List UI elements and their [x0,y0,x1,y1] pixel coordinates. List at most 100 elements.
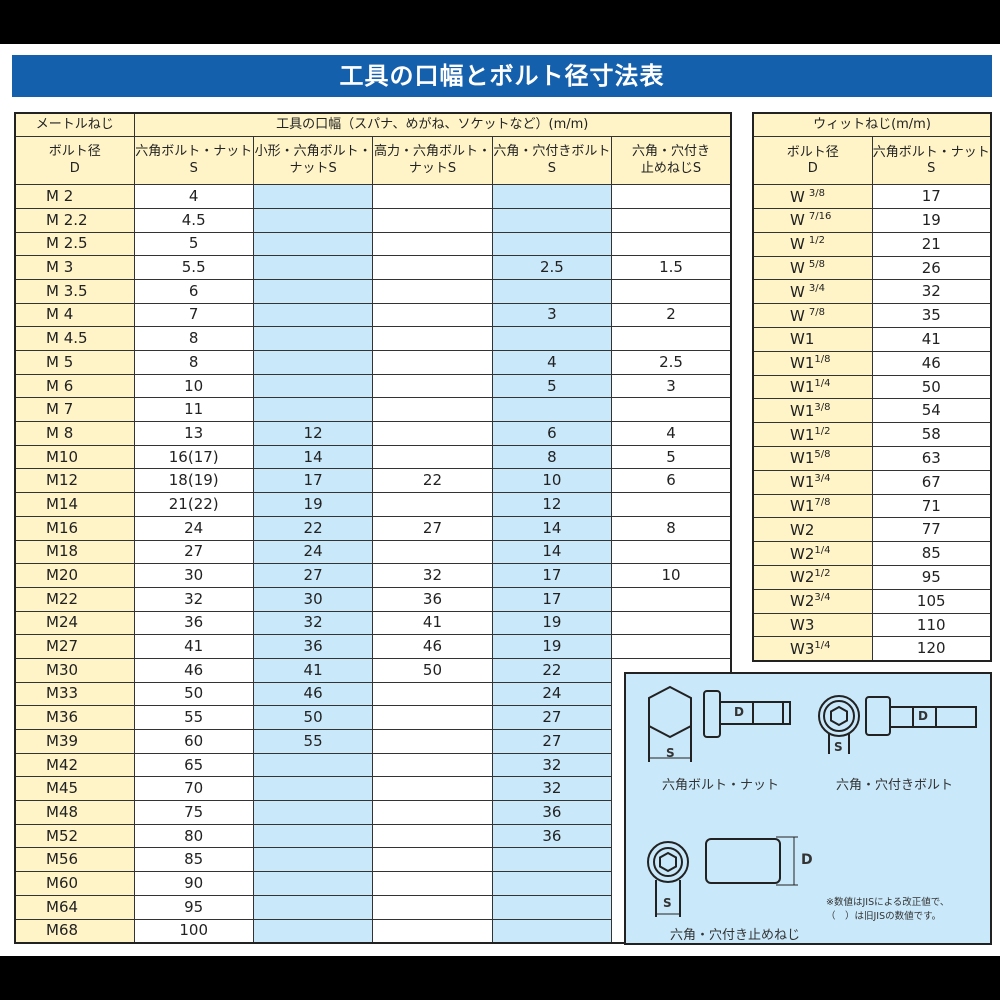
value-cell [372,871,493,896]
value-cell: 5 [133,231,254,257]
value-cell [372,278,493,304]
value-cell [611,397,732,423]
value-cell [372,492,493,517]
size-whole: W [790,306,805,325]
value-cell: 63 [871,446,992,471]
table-row: M22 32 30 36 17 [14,586,732,612]
table-row: M36 55 50 27 [14,705,731,730]
value-cell: 54 [871,398,992,424]
bolt-size-cell: W 7/16 [752,208,873,233]
value-cell: 32 [871,279,992,305]
table-row: W 3/8 17 [752,184,992,210]
column-header: 小形・六角ボルト・ ナットS [252,136,374,186]
value-cell: 16(17) [133,444,254,470]
value-cell: 85 [871,541,992,567]
size-whole: W1 [790,473,815,492]
value-cell: 19 [871,208,992,233]
value-cell: 55 [133,705,254,730]
size-fraction: 1/4 [814,544,831,556]
table-row: W17/8 71 [752,493,992,519]
value-cell: 71 [871,493,992,519]
size-fraction: 5/8 [814,449,831,461]
value-cell: 35 [871,303,992,329]
bolt-size-cell: M16 [14,515,135,541]
bolt-size-cell: W13/8 [752,398,873,424]
value-cell [611,278,732,304]
value-cell [491,184,613,209]
value-cell: 85 [133,847,254,873]
value-cell: 60 [133,729,254,754]
size-whole: W [790,211,805,230]
table-row: M 2.5 5 [14,231,732,257]
value-cell: 27 [372,515,493,541]
bolt-size-cell: W 1/2 [752,231,873,257]
value-cell: 70 [133,776,254,802]
bolt-size-cell: M52 [14,823,135,849]
value-cell: 8 [491,444,613,470]
bolt-size-cell: W 7/8 [752,303,873,329]
value-cell [372,800,493,825]
value-cell [372,539,493,565]
value-cell: 36 [491,823,613,849]
value-cell: 2.5 [491,255,613,280]
header-row-columns: ボルト径 D 六角ボルト・ナット S [752,136,992,186]
value-cell: 50 [871,374,992,400]
value-cell: 95 [871,565,992,590]
value-cell: 27 [133,539,254,565]
value-cell [372,326,493,351]
value-cell: 4 [491,350,613,375]
value-cell: 22 [491,657,613,683]
value-cell: 41 [252,657,374,683]
value-cell [252,800,374,825]
table-row: W11/8 46 [752,350,992,376]
bolt-size-cell: W13/4 [752,469,873,495]
value-cell: 19 [252,492,374,517]
column-header: 高力・六角ボルト・ ナットS [372,136,493,186]
whitworth-table: ウィットねじ(m/m) ボルト径 D 六角ボルト・ナット S W 3/8 17 W 7/16 1… [752,112,992,662]
value-cell [611,492,732,517]
value-cell: 19 [491,634,613,659]
table-row: W 3/4 32 [752,279,992,305]
value-cell: 17 [491,563,613,588]
value-cell [252,350,374,375]
value-cell [252,255,374,280]
bolt-diagrams [647,685,977,917]
value-cell: 24 [252,539,374,565]
value-cell: 6 [133,278,254,304]
bolt-size-cell: M33 [14,681,135,707]
value-cell: 27 [252,563,374,588]
value-cell [491,326,613,351]
value-cell: 46 [372,634,493,659]
size-whole: W2 [790,592,815,611]
size-whole: W1 [790,449,815,468]
value-cell: 3 [491,302,613,328]
header-row-group: ウィットねじ(m/m) [752,112,992,138]
value-cell: 41 [871,327,992,352]
hex-bolt-label: 六角ボルト・ナット [662,778,780,793]
bolt-size-cell: M10 [14,444,135,470]
table-row: M45 70 32 [14,776,731,802]
size-whole: W2 [790,568,815,587]
value-cell [491,871,613,896]
value-cell: 41 [372,610,493,636]
value-cell [372,894,493,920]
table-row: M 4.5 8 [14,326,732,351]
size-whole: W [790,235,805,254]
set-screw-label: 六角・穴付き止めねじ [670,928,801,943]
table-row: M 7 11 [14,397,732,423]
bolt-size-cell: M 3 [14,255,135,280]
value-cell: 36 [133,610,254,636]
value-cell [372,421,493,446]
bolt-size-cell: W21/2 [752,565,873,590]
value-cell [491,847,613,873]
value-cell: 41 [133,634,254,659]
bolt-size-cell: W11/2 [752,422,873,448]
table-row: W11/2 58 [752,422,992,448]
table-row: W 7/8 35 [752,303,992,329]
value-cell: 21 [871,231,992,257]
size-fraction: 1/2 [808,235,825,247]
column-header: 六角ボルト・ナット S [133,136,254,186]
value-cell [491,231,613,257]
dim-d-label-3: D [801,852,813,868]
value-cell: 46 [133,657,254,683]
